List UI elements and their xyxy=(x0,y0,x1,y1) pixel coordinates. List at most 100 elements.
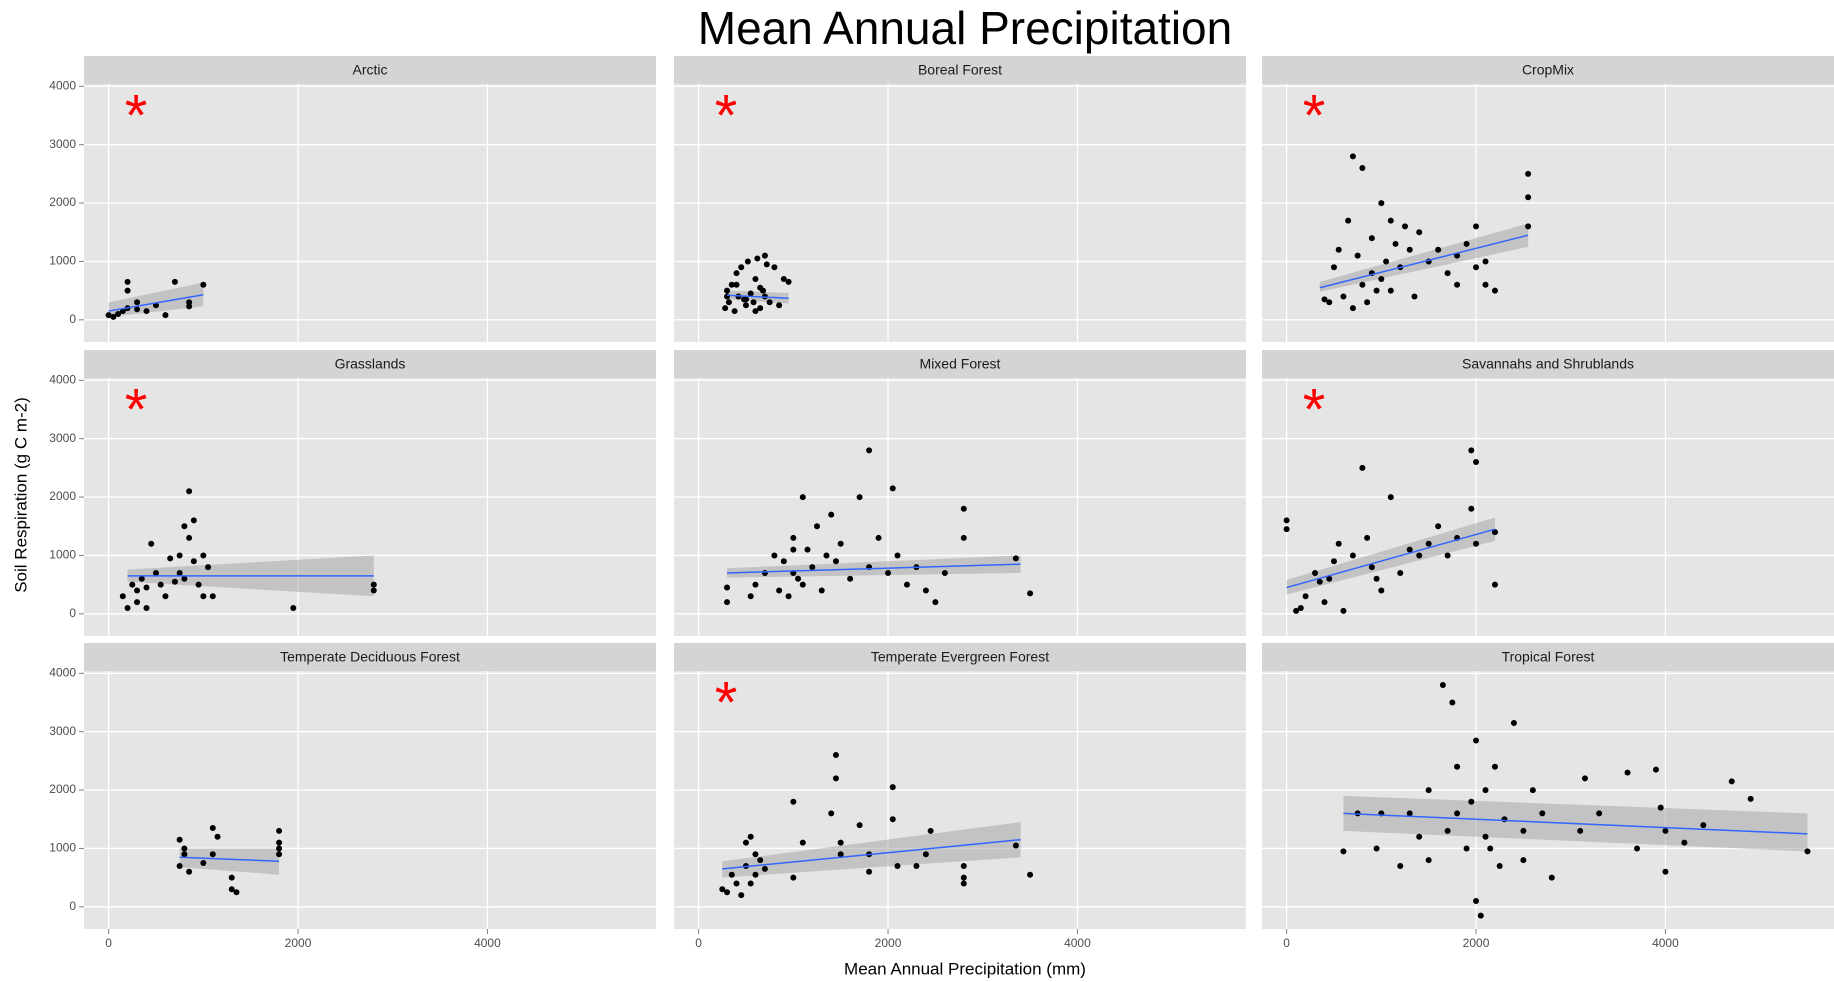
data-point xyxy=(837,839,844,846)
data-point xyxy=(747,593,754,600)
strip xyxy=(84,350,656,378)
data-point xyxy=(733,281,740,288)
data-point xyxy=(1624,769,1631,776)
data-point xyxy=(866,868,873,875)
panel-background xyxy=(1262,378,1834,636)
data-point xyxy=(1449,699,1456,706)
panel-marks xyxy=(674,84,1246,342)
data-point xyxy=(1340,848,1347,855)
data-point xyxy=(875,534,882,541)
panel-title: Temperate Deciduous Forest xyxy=(280,649,460,665)
data-point xyxy=(832,752,839,759)
strip xyxy=(84,56,656,84)
data-point xyxy=(1468,505,1475,512)
data-point xyxy=(780,275,787,282)
data-point xyxy=(771,552,778,559)
significance-marker: * xyxy=(1303,83,1326,148)
data-point xyxy=(1373,575,1380,582)
data-point xyxy=(1468,447,1475,454)
panel-marks xyxy=(1262,378,1834,636)
data-point xyxy=(941,569,948,576)
data-point xyxy=(731,308,738,315)
fit-line xyxy=(1286,528,1496,589)
data-point xyxy=(200,860,207,867)
data-point xyxy=(1657,804,1664,811)
x-tick-label: 2000 xyxy=(875,936,902,950)
data-point xyxy=(922,587,929,594)
confidence-band xyxy=(108,282,204,317)
data-point xyxy=(1454,810,1461,817)
panel-background xyxy=(1262,84,1834,342)
data-point xyxy=(823,552,830,559)
data-point xyxy=(1652,766,1659,773)
strip xyxy=(1262,643,1834,671)
data-point xyxy=(1804,848,1811,855)
data-point xyxy=(1364,299,1371,306)
x-tick-label: 0 xyxy=(695,936,702,950)
data-point xyxy=(757,305,764,312)
data-point xyxy=(167,555,174,562)
panel-background xyxy=(84,378,656,636)
data-point xyxy=(728,281,735,288)
data-point xyxy=(747,833,754,840)
data-point xyxy=(894,552,901,559)
data-point xyxy=(1491,763,1498,770)
data-point xyxy=(761,865,768,872)
data-point xyxy=(1482,833,1489,840)
data-point xyxy=(724,889,731,896)
data-point xyxy=(176,836,183,843)
data-point xyxy=(190,517,197,524)
data-point xyxy=(209,825,216,832)
data-point xyxy=(733,880,740,887)
data-point xyxy=(837,540,844,547)
panel-marks xyxy=(84,671,656,929)
data-point xyxy=(1330,264,1337,271)
data-point xyxy=(1359,165,1366,172)
data-point xyxy=(1525,170,1532,177)
panel-background xyxy=(674,378,1246,636)
data-point xyxy=(1402,223,1408,230)
data-point xyxy=(742,839,749,846)
data-point xyxy=(752,581,759,588)
data-point xyxy=(1297,604,1304,611)
data-point xyxy=(932,599,939,606)
y-tick-label: 0 xyxy=(69,606,76,620)
data-point xyxy=(913,862,920,869)
data-point xyxy=(124,278,131,285)
data-point xyxy=(960,880,967,887)
significance-marker: * xyxy=(1303,377,1326,442)
data-point xyxy=(200,593,207,600)
data-point xyxy=(766,299,773,306)
data-point xyxy=(1392,240,1399,247)
data-point xyxy=(738,264,745,271)
data-point xyxy=(744,258,751,265)
data-point xyxy=(176,569,183,576)
data-point xyxy=(110,313,117,320)
data-point xyxy=(885,569,892,576)
y-tick-label: 2000 xyxy=(49,782,76,796)
data-point xyxy=(757,857,764,864)
confidence-band xyxy=(179,848,280,875)
data-point xyxy=(105,312,112,319)
x-tick-label: 4000 xyxy=(1652,936,1679,950)
x-tick-label: 4000 xyxy=(1064,936,1091,950)
data-point xyxy=(1406,810,1413,817)
data-point xyxy=(922,851,929,858)
data-point xyxy=(832,558,839,565)
data-point xyxy=(1383,258,1390,265)
y-tick-label: 1000 xyxy=(49,841,76,855)
data-point xyxy=(724,293,731,300)
data-point xyxy=(1501,816,1508,823)
data-point xyxy=(1378,200,1385,207)
data-point xyxy=(1378,275,1385,282)
panel xyxy=(84,378,656,636)
strip xyxy=(1262,56,1834,84)
data-point xyxy=(1454,763,1461,770)
data-point xyxy=(119,593,126,600)
fit-line xyxy=(726,294,789,299)
data-point xyxy=(138,575,145,582)
data-point xyxy=(903,581,910,588)
data-point xyxy=(799,494,806,501)
data-point xyxy=(1340,607,1347,614)
data-point xyxy=(1482,787,1489,794)
